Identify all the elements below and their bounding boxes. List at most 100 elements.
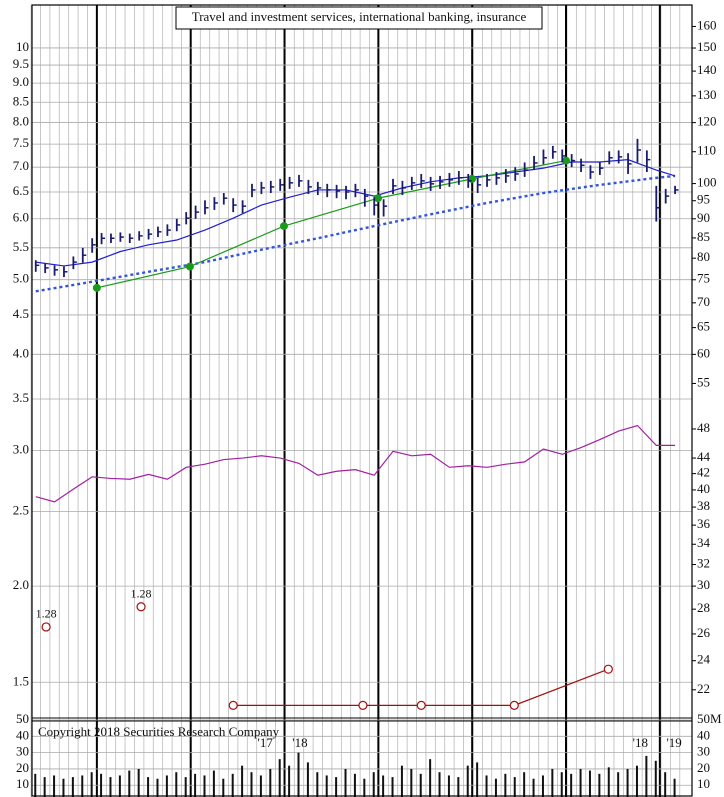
volume-y2-tick-label: 20 [697, 760, 710, 775]
volume-bar [400, 765, 403, 797]
y2-tick-label: 38 [697, 498, 710, 513]
plot-frame [31, 4, 693, 797]
y2-tick-label: 24 [697, 652, 711, 667]
volume-tick-label: 40 [16, 727, 29, 742]
dividend-line [233, 668, 609, 706]
y2-tick-label: 36 [697, 516, 711, 531]
y2-tick-label: 32 [697, 556, 710, 571]
volume-tick-label: 30 [16, 744, 29, 759]
volume-bar [259, 775, 262, 797]
volume-bar [34, 773, 37, 797]
y2-tick-label: 55 [697, 374, 710, 389]
y2-tick-label: 85 [697, 229, 710, 244]
y2-tick-label: 110 [697, 143, 716, 158]
volume-bar [466, 765, 469, 797]
y-tick-label: 9.5 [13, 56, 29, 71]
volume-bar [62, 778, 65, 797]
y-tick-label: 7.0 [13, 158, 29, 173]
volume-bar [325, 775, 328, 797]
volume-bar [626, 768, 629, 797]
volume-bar [137, 768, 140, 797]
y2-tick-label: 90 [697, 210, 710, 225]
volume-bar [43, 777, 46, 797]
volume-bar [607, 767, 610, 797]
volume-bar [635, 765, 638, 797]
volume-bar [438, 772, 441, 797]
volume-bar [382, 775, 385, 797]
volume-bar [598, 773, 601, 797]
volume-bar [363, 778, 366, 797]
volume-bar [645, 755, 648, 797]
y2-tick-label: 130 [697, 87, 717, 102]
volume-bar [654, 760, 657, 797]
y-tick-label: 2.0 [13, 577, 29, 592]
volume-bar [494, 778, 497, 797]
x-tick-label: '18 [633, 735, 648, 750]
earnings-point [468, 174, 476, 183]
volume-bar [231, 773, 234, 797]
volume-bar [353, 773, 356, 797]
title-box [175, 6, 543, 30]
annotation-point [41, 622, 51, 632]
y-tick-label: 3.5 [13, 390, 29, 405]
volume-bar [316, 772, 319, 797]
volume-bar [175, 772, 178, 797]
volume-bar [222, 778, 225, 797]
y-tick-label: 5.5 [13, 239, 29, 254]
volume-bar [588, 770, 591, 797]
volume-bar [118, 775, 121, 797]
y2-tick-label: 160 [697, 17, 717, 32]
annotation-point [136, 602, 146, 612]
volume-bar [288, 765, 291, 797]
earnings-point [279, 222, 288, 231]
volume-bar [447, 775, 450, 797]
y-tick-label: 3.0 [13, 441, 29, 456]
volume-bar [476, 762, 479, 797]
volume-bar [53, 775, 56, 797]
volume-bar [579, 768, 582, 797]
volume-y2-tick-label: 10 [697, 776, 710, 791]
x-tick-label: '17 [257, 735, 273, 750]
volume-bar [90, 772, 93, 797]
volume-bar [212, 770, 215, 797]
dividend-point [228, 700, 238, 710]
dividend-point [416, 700, 426, 710]
relative-strength-line [35, 424, 676, 503]
y2-tick-label: 30 [697, 577, 710, 592]
annotation-label: 1.28 [131, 587, 152, 601]
y2-tick-label: 80 [697, 249, 710, 264]
volume-bar [194, 773, 197, 797]
y2-tick-label: 75 [697, 271, 710, 286]
volume-tick-label: 50 [16, 711, 29, 726]
volume-bar [71, 777, 74, 797]
y2-tick-label: 100 [697, 175, 717, 190]
volume-bar [523, 772, 526, 797]
volume-bar [419, 773, 422, 797]
y2-tick-label: 42 [697, 465, 710, 480]
dividend-point [358, 700, 368, 710]
y2-tick-label: 26 [697, 625, 711, 640]
moving-average-short [35, 159, 676, 267]
volume-bar [513, 777, 516, 797]
y-tick-label: 8.0 [13, 114, 29, 129]
earnings-point [562, 156, 571, 165]
volume-bar [156, 778, 159, 797]
earnings-point [185, 262, 194, 271]
y2-tick-label: 34 [697, 535, 711, 550]
y-tick-label: 9.0 [13, 74, 29, 89]
y2-tick-label: 22 [697, 681, 710, 696]
volume-bar [241, 765, 244, 797]
volume-bar [504, 773, 507, 797]
volume-bar [128, 770, 131, 797]
volume-bar [278, 759, 281, 797]
y2-tick-label: 70 [697, 294, 710, 309]
moving-average-long [35, 174, 676, 293]
y2-tick-label: 40 [697, 481, 710, 496]
y-tick-label: 7.5 [13, 135, 29, 150]
y-tick-label: 2.5 [13, 502, 29, 517]
y2-tick-label: 65 [697, 319, 710, 334]
y-tick-label: 4.0 [13, 345, 29, 360]
volume-bar [457, 777, 460, 797]
marks: 1.28 1.28 [34, 138, 679, 797]
